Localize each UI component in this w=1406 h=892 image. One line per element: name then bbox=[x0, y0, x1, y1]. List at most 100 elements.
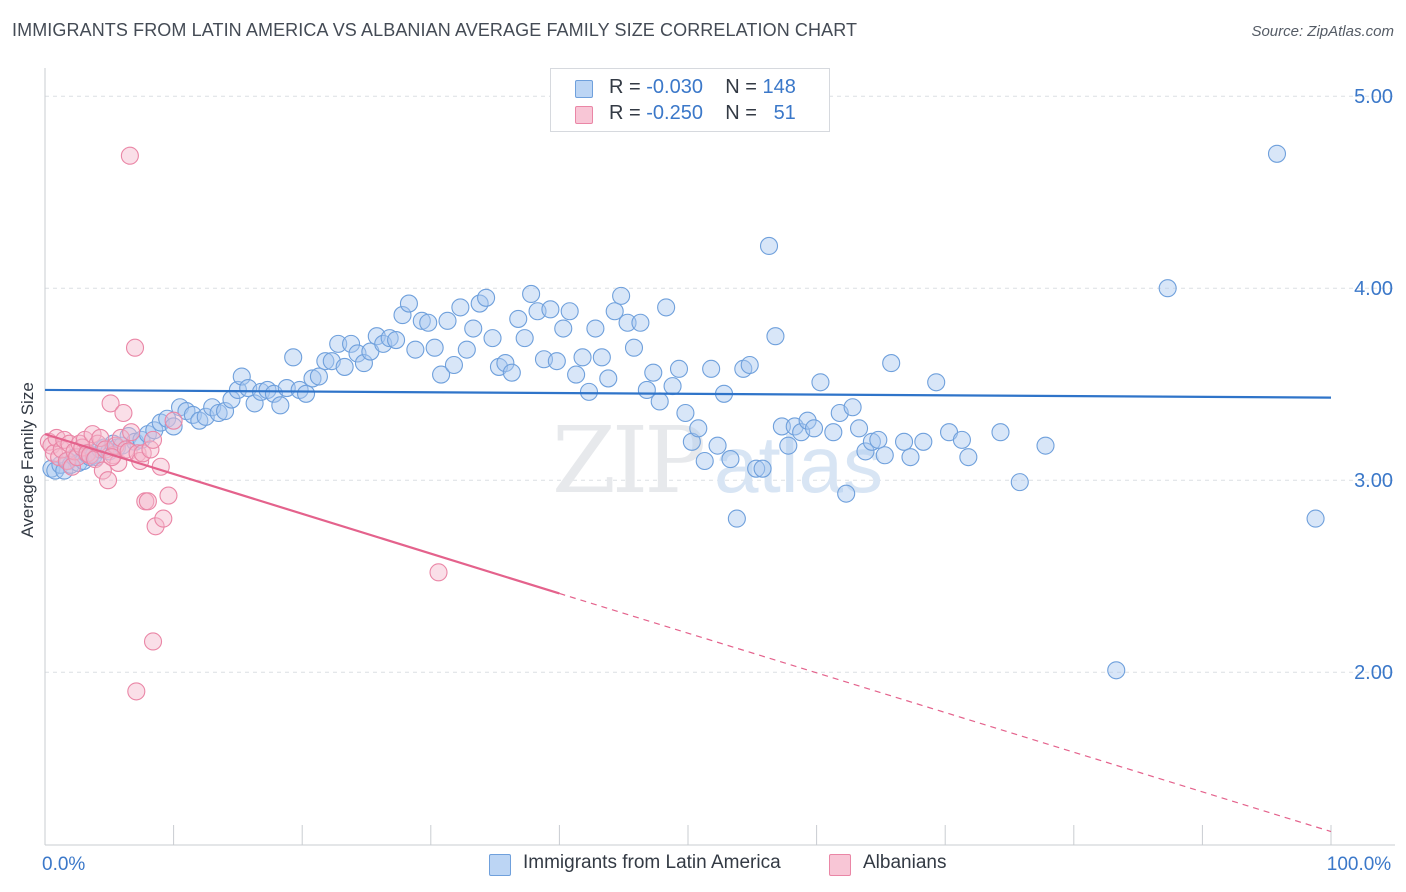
tick-labels: 2.00 3.00 4.00 5.00 0.0% 100.0% bbox=[42, 86, 1393, 875]
legend-n-value: 51 bbox=[773, 102, 796, 124]
y-axis-label: Average Family Size bbox=[18, 382, 37, 538]
data-point-albanians bbox=[429, 563, 448, 582]
data-point-albanians bbox=[120, 146, 139, 165]
data-point-latin-america bbox=[869, 430, 888, 449]
data-point-latin-america bbox=[509, 309, 528, 328]
data-point-latin-america bbox=[631, 313, 650, 332]
data-point-latin-america bbox=[605, 302, 624, 321]
data-point-latin-america bbox=[894, 432, 914, 451]
data-point-latin-america bbox=[567, 365, 586, 384]
data-point-latin-america bbox=[387, 330, 406, 350]
correlation-legend: R = -0.030 N = 148 R = -0.250 N = 51 bbox=[550, 68, 830, 132]
data-point-latin-america bbox=[232, 367, 251, 386]
data-point-latin-america bbox=[554, 319, 573, 338]
data-point-latin-america bbox=[702, 359, 721, 378]
data-point-latin-america bbox=[837, 484, 856, 503]
data-point-latin-america bbox=[882, 354, 901, 373]
data-point-latin-america bbox=[669, 359, 689, 378]
data-point-albanians bbox=[164, 411, 183, 430]
data-point-latin-america bbox=[862, 432, 881, 451]
data-point-latin-america bbox=[779, 436, 798, 455]
trend-line-albanians-extrapolated bbox=[559, 592, 1332, 833]
data-point-albanians bbox=[143, 632, 163, 651]
data-point-latin-america bbox=[586, 319, 605, 338]
data-point-albanians bbox=[93, 461, 112, 480]
source-label: Source: ZipAtlas.com bbox=[1251, 23, 1394, 40]
data-point-latin-america bbox=[927, 373, 946, 392]
data-point-latin-america bbox=[145, 421, 164, 440]
data-point-latin-america bbox=[412, 311, 431, 330]
data-point-latin-america bbox=[457, 340, 476, 359]
data-point-latin-america bbox=[464, 319, 483, 338]
data-point-albanians bbox=[146, 517, 165, 536]
data-point-latin-america bbox=[875, 446, 894, 465]
data-point-latin-america bbox=[158, 409, 177, 428]
data-point-latin-america bbox=[541, 300, 560, 319]
data-point-latin-america bbox=[271, 396, 290, 415]
data-point-latin-america bbox=[804, 419, 824, 438]
axes-layer bbox=[44, 68, 1395, 846]
data-point-latin-america bbox=[849, 419, 869, 438]
data-point-albanians bbox=[91, 428, 110, 448]
data-point-latin-america bbox=[856, 442, 875, 461]
legend-text-blue: R = -0.030 N = 148 bbox=[609, 76, 796, 99]
data-point-latin-america bbox=[393, 306, 412, 325]
data-point-albanians bbox=[143, 430, 163, 449]
data-point-latin-america bbox=[952, 430, 971, 449]
data-point-latin-america bbox=[914, 432, 933, 451]
y-tick-label: 2.00 bbox=[1354, 662, 1393, 684]
x-tick-label: 100.0% bbox=[1327, 854, 1392, 875]
data-point-latin-america bbox=[663, 377, 682, 396]
data-point-albanians bbox=[57, 451, 76, 471]
data-point-albanians bbox=[125, 338, 145, 357]
data-point-latin-america bbox=[676, 403, 695, 423]
data-point-albanians bbox=[101, 394, 120, 413]
watermark-zip: ZIP bbox=[552, 407, 703, 514]
legend-swatch-blue bbox=[575, 80, 593, 98]
data-point-latin-america bbox=[753, 459, 772, 478]
data-point-latin-america bbox=[650, 392, 669, 411]
data-point-albanians bbox=[98, 471, 118, 490]
data-point-latin-america bbox=[579, 382, 599, 401]
data-point-latin-america bbox=[380, 329, 399, 348]
data-point-latin-america bbox=[1267, 144, 1287, 163]
data-point-latin-america bbox=[592, 348, 611, 367]
legend-r-label: R = bbox=[609, 102, 641, 124]
data-point-latin-america bbox=[444, 355, 463, 375]
data-point-latin-america bbox=[209, 403, 228, 423]
data-point-latin-america bbox=[599, 369, 618, 388]
legend-n-value: 148 bbox=[762, 76, 796, 98]
data-point-albanians bbox=[116, 440, 136, 459]
data-point-latin-america bbox=[843, 398, 862, 417]
y-tick-label: 3.00 bbox=[1354, 470, 1393, 492]
data-point-latin-america bbox=[303, 369, 322, 388]
data-point-latin-america bbox=[438, 311, 457, 330]
data-point-latin-america bbox=[824, 423, 843, 442]
legend-n-label: N = bbox=[725, 76, 757, 98]
data-point-latin-america bbox=[747, 459, 766, 478]
chart-title: IMMIGRANTS FROM LATIN AMERICA VS ALBANIA… bbox=[12, 20, 858, 40]
data-point-latin-america bbox=[612, 286, 631, 305]
data-point-latin-america bbox=[502, 363, 521, 382]
data-point-latin-america bbox=[740, 355, 759, 375]
trend-line-albanians bbox=[44, 433, 560, 595]
data-point-albanians bbox=[111, 428, 130, 448]
data-point-latin-america bbox=[329, 334, 348, 353]
points-layer bbox=[39, 144, 1325, 701]
data-point-latin-america bbox=[759, 236, 779, 256]
data-point-latin-america bbox=[547, 352, 566, 371]
data-point-latin-america bbox=[215, 402, 235, 421]
data-point-latin-america bbox=[406, 340, 425, 359]
data-point-latin-america bbox=[284, 348, 303, 367]
bottom-legend-swatch-pink bbox=[829, 854, 851, 876]
data-point-albanians bbox=[154, 509, 173, 528]
data-point-latin-america bbox=[959, 448, 978, 467]
data-point-latin-america bbox=[727, 509, 746, 528]
legend-n-label: N = bbox=[725, 102, 757, 124]
data-point-latin-america bbox=[573, 348, 592, 367]
data-point-latin-america bbox=[399, 294, 418, 313]
data-point-latin-america bbox=[451, 298, 470, 317]
legend-r-label: R = bbox=[609, 76, 641, 98]
data-point-latin-america bbox=[309, 367, 328, 386]
data-point-latin-america bbox=[483, 329, 502, 348]
